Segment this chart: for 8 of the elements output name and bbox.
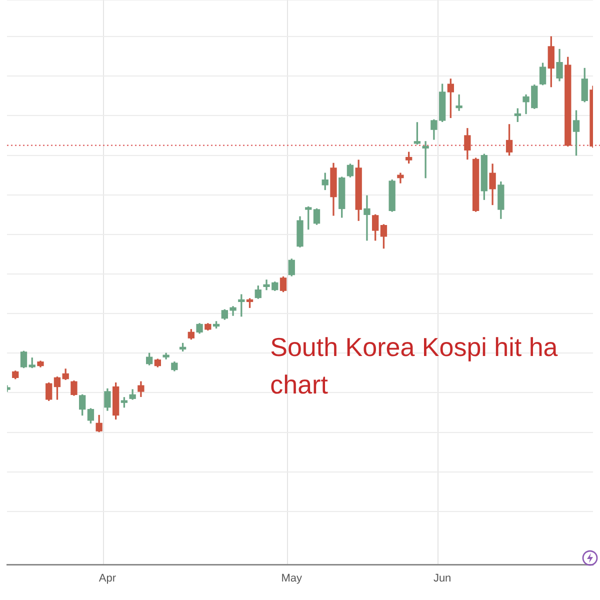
candlestick <box>456 94 462 111</box>
x-tick-label: Apr <box>98 572 116 584</box>
candlestick <box>364 195 370 241</box>
annotation: South Korea Kospi hit ha <box>270 332 558 362</box>
x-tick-label: May <box>281 572 303 584</box>
candlestick <box>422 141 429 178</box>
annotation: chart <box>270 370 329 400</box>
x-tick-label: Jun <box>433 572 452 584</box>
